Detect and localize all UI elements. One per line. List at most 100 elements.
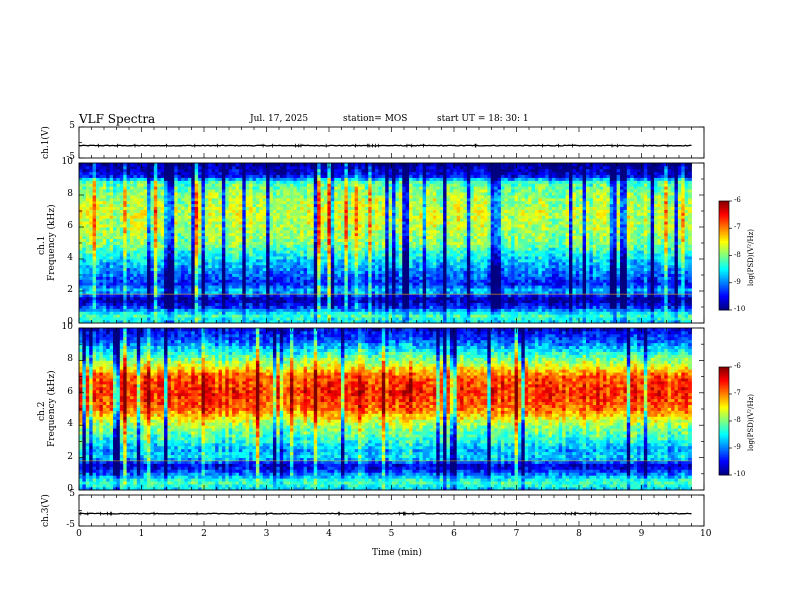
- spectrogram-cell: [188, 308, 192, 311]
- spectrogram-cell: [222, 311, 226, 314]
- spectrogram-cell: [133, 276, 137, 279]
- spectrogram-cell: [144, 192, 148, 195]
- spectrogram-cell: [365, 262, 369, 265]
- spectrogram-cell: [314, 204, 318, 207]
- spectrogram-cell: [317, 297, 321, 300]
- spectrogram-cell: [236, 239, 240, 242]
- spectrogram-cell: [205, 242, 209, 245]
- spectrogram-cell: [314, 276, 318, 279]
- spectrogram-cell: [157, 204, 161, 207]
- spectrogram-cell: [161, 224, 165, 227]
- spectrogram-cell: [273, 285, 277, 288]
- spectrogram-cell: [341, 186, 345, 189]
- spectrogram-cell: [324, 297, 328, 300]
- spectrogram-cell: [273, 169, 277, 172]
- spectrogram-cell: [266, 186, 270, 189]
- spectrogram-cell: [147, 224, 151, 227]
- spectrogram-cell: [127, 303, 131, 306]
- spectrogram-cell: [99, 288, 103, 291]
- spectrogram-cell: [205, 183, 209, 186]
- spectrogram-cell: [307, 262, 311, 265]
- spectrogram-cell: [273, 297, 277, 300]
- spectrogram-cell: [287, 189, 291, 192]
- spectrogram-cell: [372, 317, 376, 320]
- spectrogram-cell: [188, 279, 192, 282]
- spectrogram-cell: [368, 227, 372, 230]
- spectrogram-cell: [133, 297, 137, 300]
- spectrogram-cell: [181, 317, 185, 320]
- spectrogram-cell: [317, 306, 321, 309]
- spectrogram-cell: [198, 204, 202, 207]
- spectrogram-cell: [103, 230, 107, 233]
- spectrogram-cell: [161, 239, 165, 242]
- spectrogram-cell: [246, 268, 250, 271]
- spectrogram-cell: [341, 271, 345, 274]
- spectrogram-cell: [276, 178, 280, 181]
- spectrogram-cell: [215, 180, 219, 183]
- spectrogram-cell: [355, 163, 359, 166]
- spectrogram-cell: [239, 274, 243, 277]
- spectrogram-cell: [144, 207, 148, 210]
- spectrogram-cell: [137, 212, 141, 215]
- spectrogram-cell: [270, 207, 274, 210]
- spectrogram-cell: [205, 308, 209, 311]
- spectrogram-cell: [351, 169, 355, 172]
- spectrogram-cell: [208, 256, 212, 259]
- spectrogram-cell: [198, 166, 202, 169]
- spectrogram-cell: [300, 303, 304, 306]
- spectrogram-cell: [113, 207, 117, 210]
- spectrogram-cell: [300, 268, 304, 271]
- spectrogram-cell: [208, 204, 212, 207]
- spectrogram-cell: [188, 189, 192, 192]
- spectrogram-cell: [184, 279, 188, 282]
- spectrogram-cell: [372, 186, 376, 189]
- spectrogram-cell: [171, 288, 175, 291]
- spectrogram-cell: [290, 204, 294, 207]
- spectrogram-cell: [344, 227, 348, 230]
- spectrogram-cell: [219, 212, 223, 215]
- spectrogram-cell: [184, 265, 188, 268]
- spectrogram-cell: [120, 282, 124, 285]
- spectrogram-cell: [195, 285, 199, 288]
- spectrogram-cell: [188, 265, 192, 268]
- spectrogram-cell: [253, 279, 257, 282]
- spectrogram-cell: [219, 256, 223, 259]
- spectrogram-cell: [293, 204, 297, 207]
- spectrogram-cell: [133, 221, 137, 224]
- spectrogram-cell: [229, 259, 233, 262]
- spectrogram-cell: [184, 212, 188, 215]
- spectrogram-cell: [161, 215, 165, 218]
- spectrogram-cell: [178, 236, 182, 239]
- spectrogram-cell: [205, 282, 209, 285]
- spectrogram-cell: [222, 285, 226, 288]
- spectrogram-cell: [317, 314, 321, 317]
- spectrogram-cell: [113, 224, 117, 227]
- spectrogram-cell: [188, 207, 192, 210]
- spectrogram-cell: [246, 274, 250, 277]
- spectrogram-cell: [297, 218, 301, 221]
- spectrogram-cell: [242, 308, 246, 311]
- spectrogram-cell: [351, 259, 355, 262]
- spectrogram-cell: [174, 207, 178, 210]
- spectrogram-cell: [280, 253, 284, 256]
- spectrogram-cell: [259, 198, 263, 201]
- spectrogram-cell: [99, 189, 103, 192]
- spectrogram-cell: [256, 256, 260, 259]
- spectrogram-cell: [249, 221, 253, 224]
- spectrogram-cell: [202, 166, 206, 169]
- spectrogram-cell: [321, 308, 325, 311]
- spectrogram-cell: [300, 195, 304, 198]
- spectrogram-cell: [280, 236, 284, 239]
- spectrogram-cell: [181, 282, 185, 285]
- spectrogram-cell: [161, 256, 165, 259]
- spectrogram-cell: [327, 259, 331, 262]
- spectrogram-cell: [208, 271, 212, 274]
- spectrogram-cell: [249, 212, 253, 215]
- spectrogram-cell: [375, 163, 379, 166]
- spectrogram-cell: [106, 178, 110, 181]
- spectrogram-cell: [167, 317, 171, 320]
- spectrogram-cell: [130, 247, 134, 250]
- spectrogram-cell: [314, 166, 318, 169]
- spectrogram-cell: [93, 183, 97, 186]
- spectrogram-cell: [327, 195, 331, 198]
